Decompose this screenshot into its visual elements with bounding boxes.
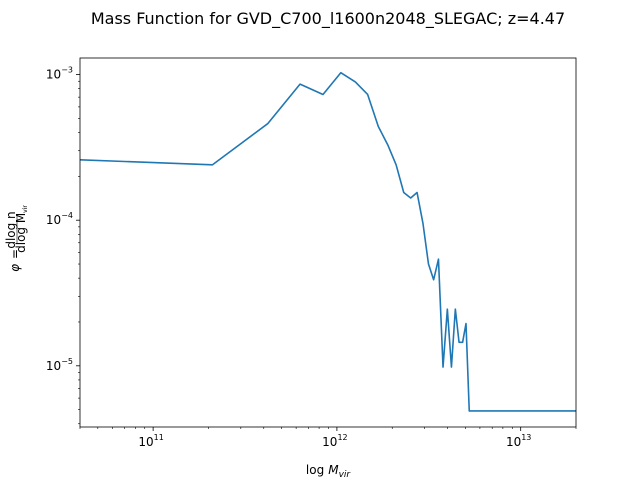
x-axis-label: log Mvir xyxy=(306,463,351,480)
svg-text:dlog n: dlog n xyxy=(4,211,18,248)
x-tick-label: 1012 xyxy=(322,433,347,449)
x-tick-label: 1011 xyxy=(138,433,163,449)
y-axis-label: φ = dlog n dlog Mvir xyxy=(4,205,29,272)
plot-frame xyxy=(79,57,577,428)
chart-title: Mass Function for GVD_C700_l1600n2048_SL… xyxy=(91,9,565,29)
x-tick-label: 1013 xyxy=(506,433,531,449)
svg-text:=: = xyxy=(8,249,22,259)
svg-text:dlog Mvir: dlog Mvir xyxy=(14,205,29,253)
y-tick-label: 10−3 xyxy=(46,66,73,82)
y-tick-label: 10−5 xyxy=(46,357,73,373)
svg-text:φ: φ xyxy=(8,264,22,272)
y-tick-label: 10−4 xyxy=(46,211,73,227)
series-line-0 xyxy=(80,71,576,412)
